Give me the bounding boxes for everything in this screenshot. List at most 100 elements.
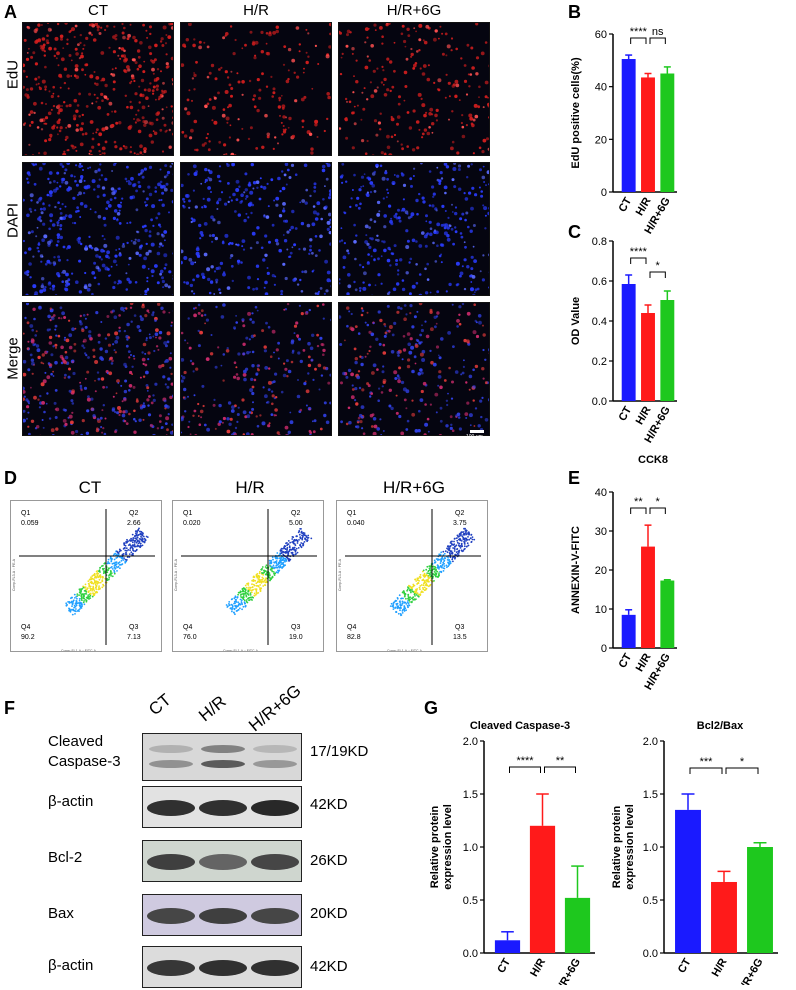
panel-f-col-hr: H/R <box>195 691 230 726</box>
panel-label-b: B <box>568 2 581 22</box>
bar-H/R <box>529 825 556 953</box>
bar-H/R <box>711 881 737 953</box>
y-tick-label: 0.2 <box>592 356 607 368</box>
blot-3 <box>142 894 302 936</box>
x-tick-label: H/R+6G <box>553 957 583 986</box>
y-tick-label: 30 <box>595 526 607 538</box>
bar-CT <box>675 809 701 953</box>
y-tick-label: 40 <box>595 82 607 94</box>
wb-size-actin-2: 42KD <box>310 958 348 975</box>
y-tick-label: 2.0 <box>643 736 658 748</box>
y-tick-label: 0.0 <box>592 396 607 408</box>
flow-q2-value: 3.75 <box>453 520 467 527</box>
y-tick-label: 0 <box>601 187 607 199</box>
y-axis-label: ANNEXIN-V-FITC <box>570 526 582 614</box>
flow-x-axis: Comp-FL1-A :: FITC-A <box>223 649 259 652</box>
x-tick-label: CT <box>617 195 635 214</box>
y-axis-label: Relative protein <box>611 805 623 888</box>
flow-q4-value: 82.8 <box>347 634 361 641</box>
panel-a-col-ct: CT <box>88 2 108 19</box>
flow-q1-label: Q1 <box>347 510 356 517</box>
significance-bracket <box>544 766 576 773</box>
y-tick-label: 10 <box>595 604 607 616</box>
panel-a-row-dapi: DAPI <box>4 203 22 239</box>
flow-q3-label: Q3 <box>455 624 464 631</box>
significance-bracket <box>649 507 666 514</box>
x-tick-label: CT <box>617 404 635 423</box>
wb-size-bax: 20KD <box>310 905 348 922</box>
wb-size-caspase: 17/19KD <box>310 743 369 760</box>
significance-label: ** <box>634 496 643 508</box>
y-tick-label: 1.0 <box>463 842 478 854</box>
y-tick-label: 0.5 <box>463 895 478 907</box>
significance-bracket <box>630 37 647 44</box>
panel-a-col-hr6g: H/R+6G <box>386 2 442 19</box>
panel-label-c: C <box>568 222 581 242</box>
wb-label-bcl2: Bcl-2 <box>48 849 83 866</box>
y-axis-label: EdU positive cells(%) <box>570 57 582 169</box>
panel-label-f: F <box>4 698 15 718</box>
panel-d-col-hr6g: H/R+6G <box>383 478 445 497</box>
y-tick-label: 40 <box>595 487 607 499</box>
panel-a-col-hr: H/R <box>243 2 269 19</box>
panel-label-d: D <box>4 468 17 488</box>
bar-H/R+6G <box>660 580 675 648</box>
chart-title: Bcl2/Bax <box>697 720 744 732</box>
flow-q3-value: 13.5 <box>453 634 467 641</box>
flow-q2-label: Q2 <box>455 510 464 517</box>
significance-bracket <box>689 767 723 774</box>
significance-label: **** <box>630 246 648 258</box>
flow-q3-value: 7.13 <box>127 634 141 641</box>
panel-a-row-merge: Merge <box>4 337 22 380</box>
panel-f-col-hr6g: H/R+6G <box>245 680 305 736</box>
flow-q1-value: 0.020 <box>183 520 201 527</box>
bar-H/R <box>641 77 655 192</box>
micro-edu-1 <box>180 22 332 156</box>
flow-q4-value: 76.0 <box>183 634 197 641</box>
y-tick-label: 0 <box>601 643 607 655</box>
panel-label-a: A <box>4 2 17 22</box>
wb-label-caspase: Cleaved Caspase-3 <box>48 733 121 770</box>
blot-1 <box>142 786 302 828</box>
significance-label: * <box>740 756 745 768</box>
bar-H/R+6G <box>564 897 591 953</box>
scale-bar <box>470 430 484 433</box>
significance-bracket <box>725 767 759 774</box>
flow-q2-value: 5.00 <box>289 520 303 527</box>
x-tick-label: H/R <box>528 956 548 978</box>
flow-y-axis: Comp-FL3-A :: PE-A <box>174 558 178 591</box>
panel-d-col-hr: H/R <box>235 478 265 497</box>
y-tick-label: 0.0 <box>643 948 658 960</box>
flow-q1-label: Q1 <box>183 510 192 517</box>
flow-q1-label: Q1 <box>21 510 30 517</box>
significance-label: ** <box>556 755 565 767</box>
y-tick-label: 0.0 <box>463 948 478 960</box>
bar-CT <box>621 59 636 193</box>
x-axis-label: CCK8 <box>638 454 668 465</box>
flow-q4-value: 90.2 <box>21 634 35 641</box>
micro-merge-1 <box>180 302 332 436</box>
y-tick-label: 20 <box>595 565 607 577</box>
flow-q4-label: Q4 <box>21 624 30 631</box>
y-tick-label: 1.5 <box>643 789 658 801</box>
y-tick-label: 20 <box>595 134 607 146</box>
significance-bracket <box>630 257 647 264</box>
flow-q4-label: Q4 <box>347 624 356 631</box>
significance-bracket <box>649 37 666 44</box>
micro-edu-0 <box>22 22 174 156</box>
bar-H/R+6G <box>660 73 675 192</box>
bar-H/R <box>641 546 655 648</box>
bar-H/R+6G <box>660 300 675 401</box>
significance-bracket <box>649 271 666 278</box>
y-tick-label: 2.0 <box>463 736 478 748</box>
y-tick-label: 0.4 <box>592 316 607 328</box>
scale-bar-label: 100 μm <box>466 434 483 440</box>
y-tick-label: 1.5 <box>463 789 478 801</box>
micro-edu-2 <box>338 22 490 156</box>
